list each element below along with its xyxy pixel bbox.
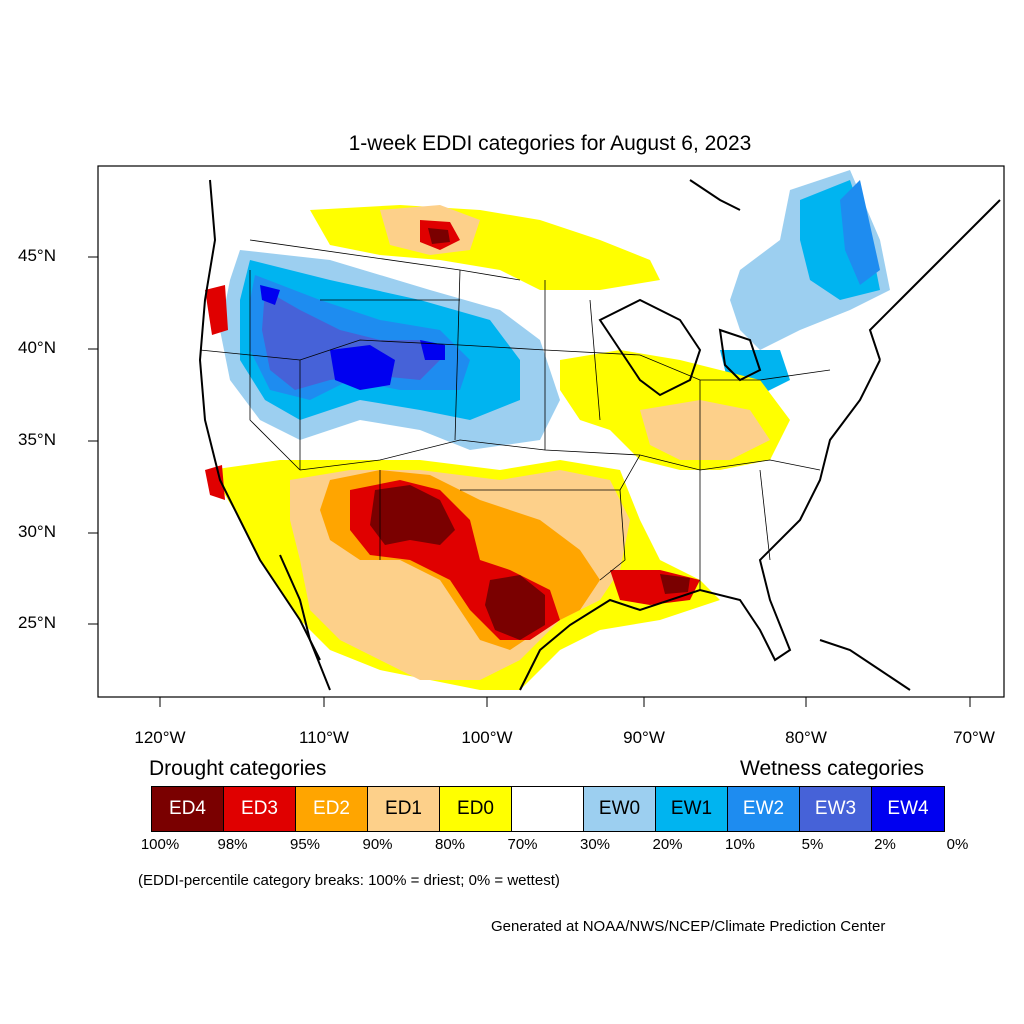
lon-label-70: 70°W [953,728,995,747]
lon-label-110: 110°W [299,728,349,747]
legend-break-label: 30% [579,836,611,853]
wetness-heading: Wetness categories [740,757,925,780]
legend-break-label: 0% [946,836,969,853]
lon-label-90: 90°W [623,728,665,747]
legend-break-label: 98% [217,836,248,853]
category-note: (EDDI-percentile category breaks: 100% =… [138,872,560,889]
lon-label-80: 80°W [785,728,827,747]
legend-box-ed4: ED4 [152,787,224,831]
legend-box-ed0: ED0 [440,787,512,831]
lon-label-100: 100°W [461,728,513,747]
axis-ticks [88,256,971,707]
dry-region-ed4-gulf [660,574,690,594]
legend-box-ew2: EW2 [728,787,800,831]
legend-break-label: 70% [507,836,538,853]
map-title: 1-week EDDI categories for August 6, 202… [348,132,752,155]
lat-label-40: 40°N [18,338,56,357]
dry-region-ed4-south [370,485,545,640]
legend-break-label: 95% [289,836,321,853]
legend-box-ed1: ED1 [368,787,440,831]
lon-label-120: 120°W [134,728,186,747]
legend-break-label: 20% [652,836,683,853]
legend-box-ed3: ED3 [224,787,296,831]
legend-box-ew1: EW1 [656,787,728,831]
lat-label-25: 25°N [18,613,56,632]
state-borders [199,239,831,590]
legend-color-bar: ED4 ED3 ED2 ED1 ED0 EW0 EW1 EW2 EW3 EW4 [151,786,945,832]
legend-break-label: 100% [140,836,180,853]
legend-box-ew3: EW3 [800,787,872,831]
wet-region-ne-ew2 [840,180,880,285]
legend-break-label: 10% [724,836,756,853]
wet-region-ew4-west [260,285,445,390]
legend-box-neutral [512,787,584,831]
legend-box-ed2: ED2 [296,787,368,831]
lat-label-35: 35°N [18,430,56,449]
dry-region-ed4-north [428,228,450,244]
drought-heading: Drought categories [149,757,327,780]
legend-break-label: 2% [874,836,896,853]
legend-break-label: 90% [362,836,393,853]
lat-label-45: 45°N [18,246,56,265]
legend-box-ew4: EW4 [872,787,944,831]
legend-box-ew0: EW0 [584,787,656,831]
map-frame [97,165,1005,698]
coastlines [198,179,1001,691]
credit-line: Generated at NOAA/NWS/NCEP/Climate Predi… [491,918,886,935]
dry-region-ed2-westcoast [205,285,228,500]
legend-break-label: 80% [434,836,466,853]
dry-region-ed1-midwest [640,400,770,460]
wet-region-ew3-west [262,290,440,390]
lat-label-30: 30°N [18,522,56,541]
legend-break-label: 5% [801,836,824,853]
